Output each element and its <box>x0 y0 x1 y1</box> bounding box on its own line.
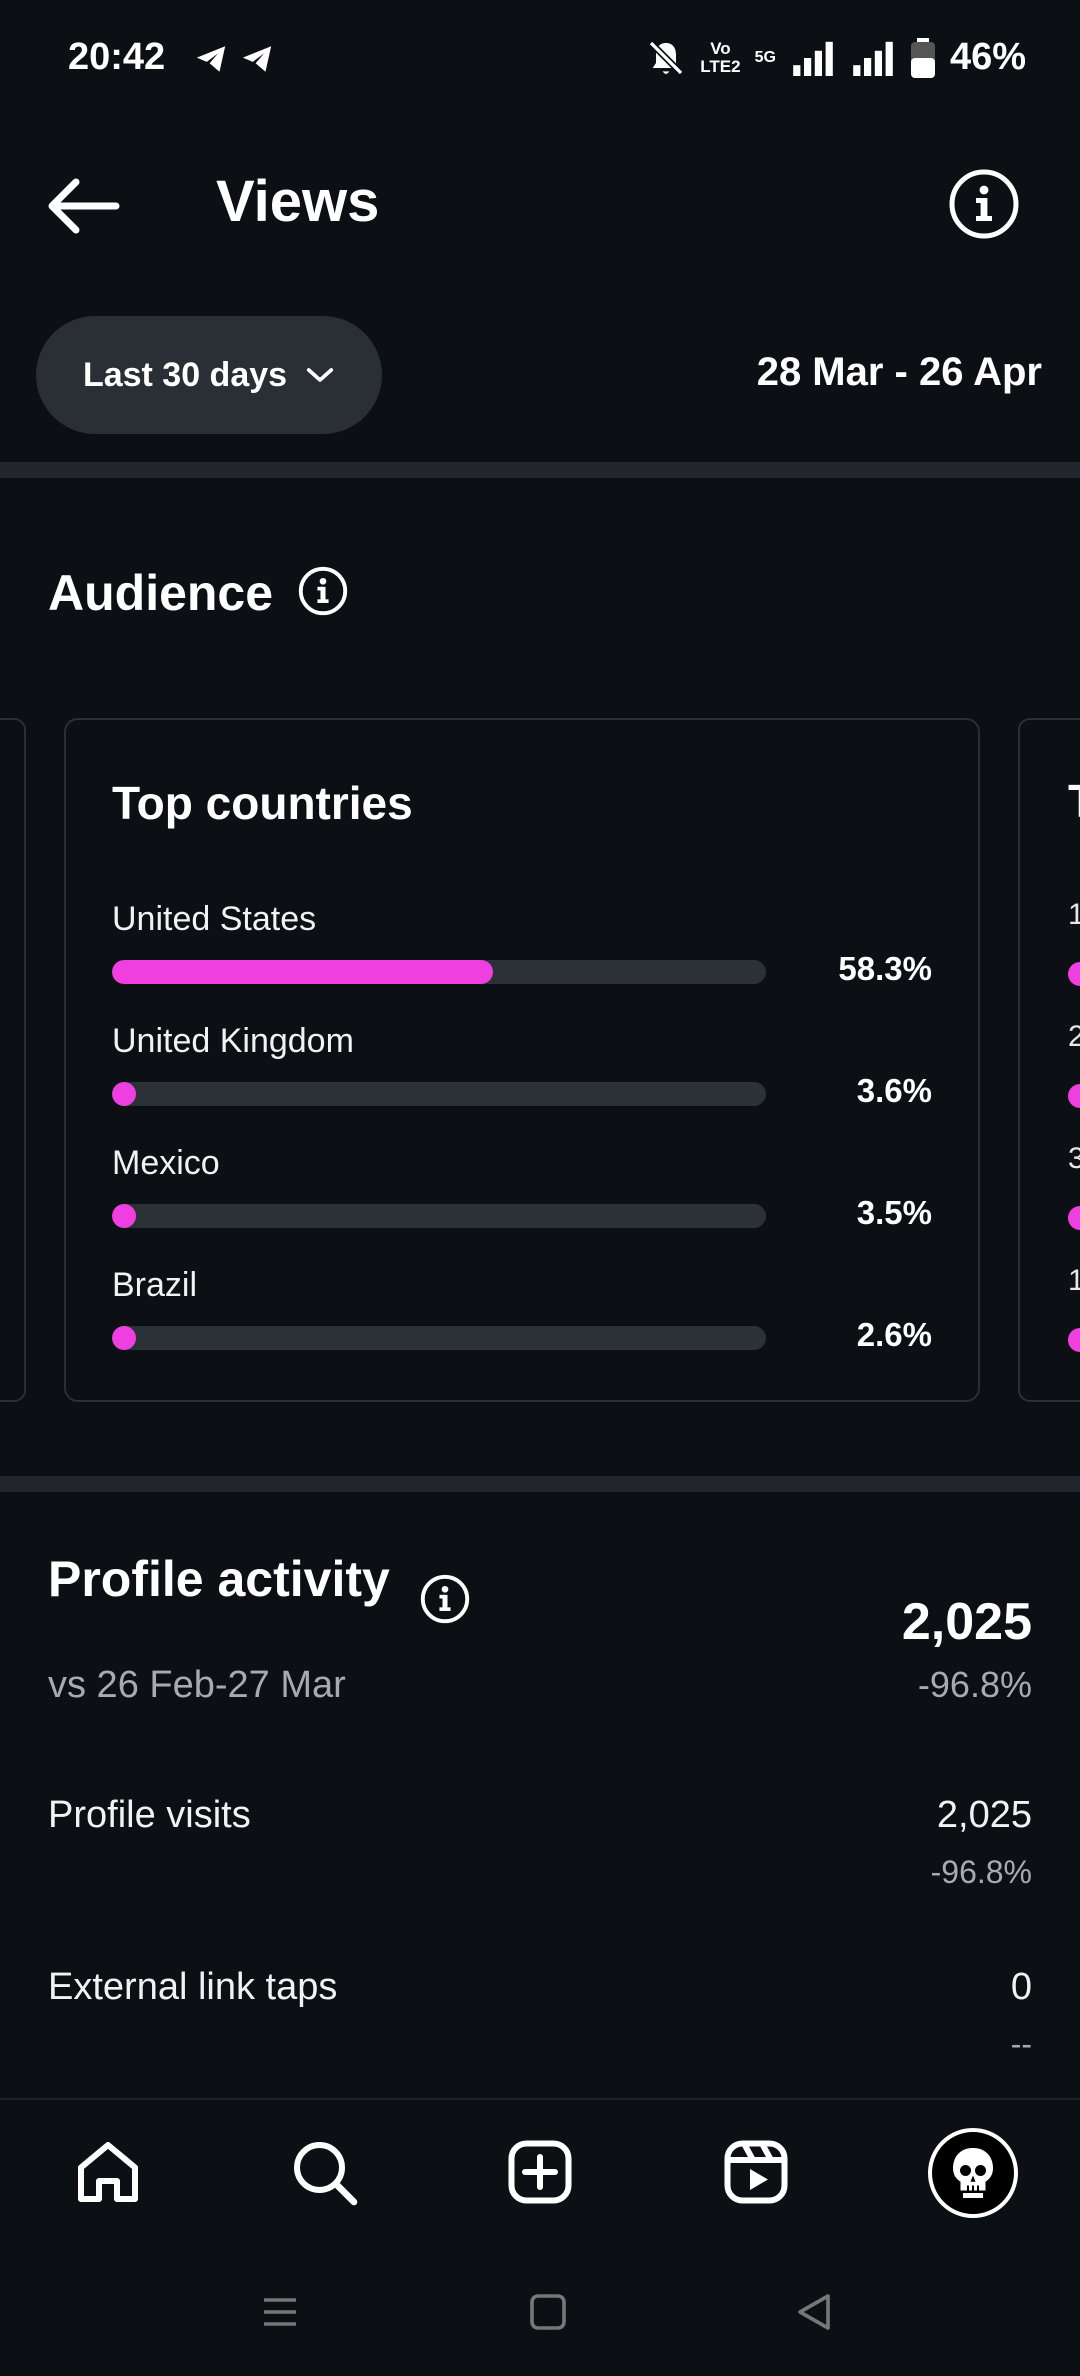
next-card-row: 1 <box>1068 1264 1080 1298</box>
bell-muted-icon <box>648 40 684 75</box>
country-name: Mexico <box>112 1144 220 1182</box>
next-card-bar <box>1068 1084 1080 1108</box>
signal-icon <box>853 41 893 76</box>
section-divider <box>0 1476 1080 1492</box>
next-card-edge[interactable]: T 1 2 3 1 <box>1018 718 1080 1402</box>
metric-change-external-link-taps: -- <box>1010 2026 1032 2062</box>
country-percent: 58.3% <box>838 950 932 987</box>
country-row: Mexico 3.5% <box>112 1144 932 1244</box>
bar-track <box>112 960 766 984</box>
nav-create[interactable] <box>498 2130 582 2214</box>
date-range-label: Last 30 days <box>82 355 288 394</box>
recents-icon[interactable] <box>256 2288 304 2336</box>
profile-activity-total: 2,025 <box>901 1593 1032 1651</box>
info-icon[interactable] <box>948 168 1020 240</box>
status-bar: 20:42 Vo LTE2 5G <box>0 0 1080 120</box>
status-icons: Vo LTE2 5G 46% <box>646 36 1026 79</box>
header: Views <box>0 150 1080 260</box>
country-row: United Kingdom 3.6% <box>112 1022 932 1122</box>
reels-icon <box>724 2140 788 2204</box>
bar-track <box>112 1326 766 1350</box>
metric-value-external-link-taps: 0 <box>1010 1966 1032 2008</box>
system-nav-bar <box>0 2246 1080 2376</box>
profile-activity-change: -96.8% <box>917 1664 1032 1705</box>
volte-indicator: Vo LTE2 <box>700 38 741 76</box>
skull-icon <box>953 2148 993 2198</box>
previous-card-edge[interactable] <box>0 718 26 1402</box>
nav-search[interactable] <box>282 2130 366 2214</box>
info-icon[interactable] <box>298 566 348 616</box>
section-divider <box>0 462 1080 478</box>
metric-change-profile-visits: -96.8% <box>930 1854 1032 1890</box>
nav-reels[interactable] <box>714 2130 798 2214</box>
country-row: United States 58.3% <box>112 900 932 1000</box>
battery-percent: 46% <box>949 36 1026 78</box>
country-name: Brazil <box>112 1266 198 1304</box>
date-range-dropdown[interactable]: Last 30 days <box>36 316 382 434</box>
country-percent: 3.5% <box>856 1194 932 1231</box>
next-card-row: 1 <box>1068 898 1080 932</box>
next-card-bar <box>1068 1206 1080 1230</box>
metric-label-external-link-taps: External link taps <box>48 1966 338 2008</box>
next-card-row: 3 <box>1068 1142 1080 1176</box>
bar-fill <box>112 1326 136 1350</box>
next-card-row: 2 <box>1068 1020 1080 1054</box>
card-title: Top countries <box>112 777 413 829</box>
bar-fill <box>112 1204 136 1228</box>
country-row: Brazil 2.6% <box>112 1266 932 1366</box>
country-name: United Kingdom <box>112 1022 354 1060</box>
next-card-bar <box>1068 1328 1080 1352</box>
top-countries-card: Top countries United States 58.3% United… <box>64 718 980 1402</box>
signal-icon <box>793 41 833 76</box>
bar-fill <box>112 1082 136 1106</box>
profile-activity-title: Profile activity <box>48 1551 390 1607</box>
battery-icon <box>910 37 935 78</box>
status-time: 20:42 <box>68 36 166 78</box>
page-title: Views <box>216 169 380 234</box>
nav-home[interactable] <box>66 2130 150 2214</box>
date-range-text: 28 Mar - 26 Apr <box>756 350 1042 394</box>
bar-track <box>112 1204 766 1228</box>
search-icon <box>294 2142 358 2206</box>
chevron-down-icon <box>306 368 334 382</box>
info-icon[interactable] <box>420 1574 470 1624</box>
next-card-title: T <box>1068 774 1080 828</box>
profile-avatar[interactable] <box>928 2128 1018 2218</box>
bottom-nav <box>0 2098 1080 2246</box>
next-card-bar <box>1068 962 1080 986</box>
telegram-icon <box>242 46 272 72</box>
bar-fill <box>112 960 494 984</box>
country-percent: 3.6% <box>856 1072 932 1109</box>
network-type: 5G <box>754 48 776 66</box>
metric-label-profile-visits: Profile visits <box>48 1794 251 1836</box>
audience-title: Audience <box>48 565 274 621</box>
metric-value-profile-visits: 2,025 <box>936 1794 1032 1836</box>
country-percent: 2.6% <box>856 1316 932 1353</box>
home-square-icon[interactable] <box>524 2288 572 2336</box>
back-triangle-icon[interactable] <box>790 2288 838 2336</box>
home-icon <box>78 2142 138 2202</box>
back-arrow-icon[interactable] <box>44 174 124 238</box>
create-icon <box>508 2140 572 2204</box>
comparison-period: vs 26 Feb-27 Mar <box>48 1664 346 1706</box>
bar-track <box>112 1082 766 1106</box>
telegram-icon <box>196 46 226 72</box>
country-name: United States <box>112 900 317 938</box>
